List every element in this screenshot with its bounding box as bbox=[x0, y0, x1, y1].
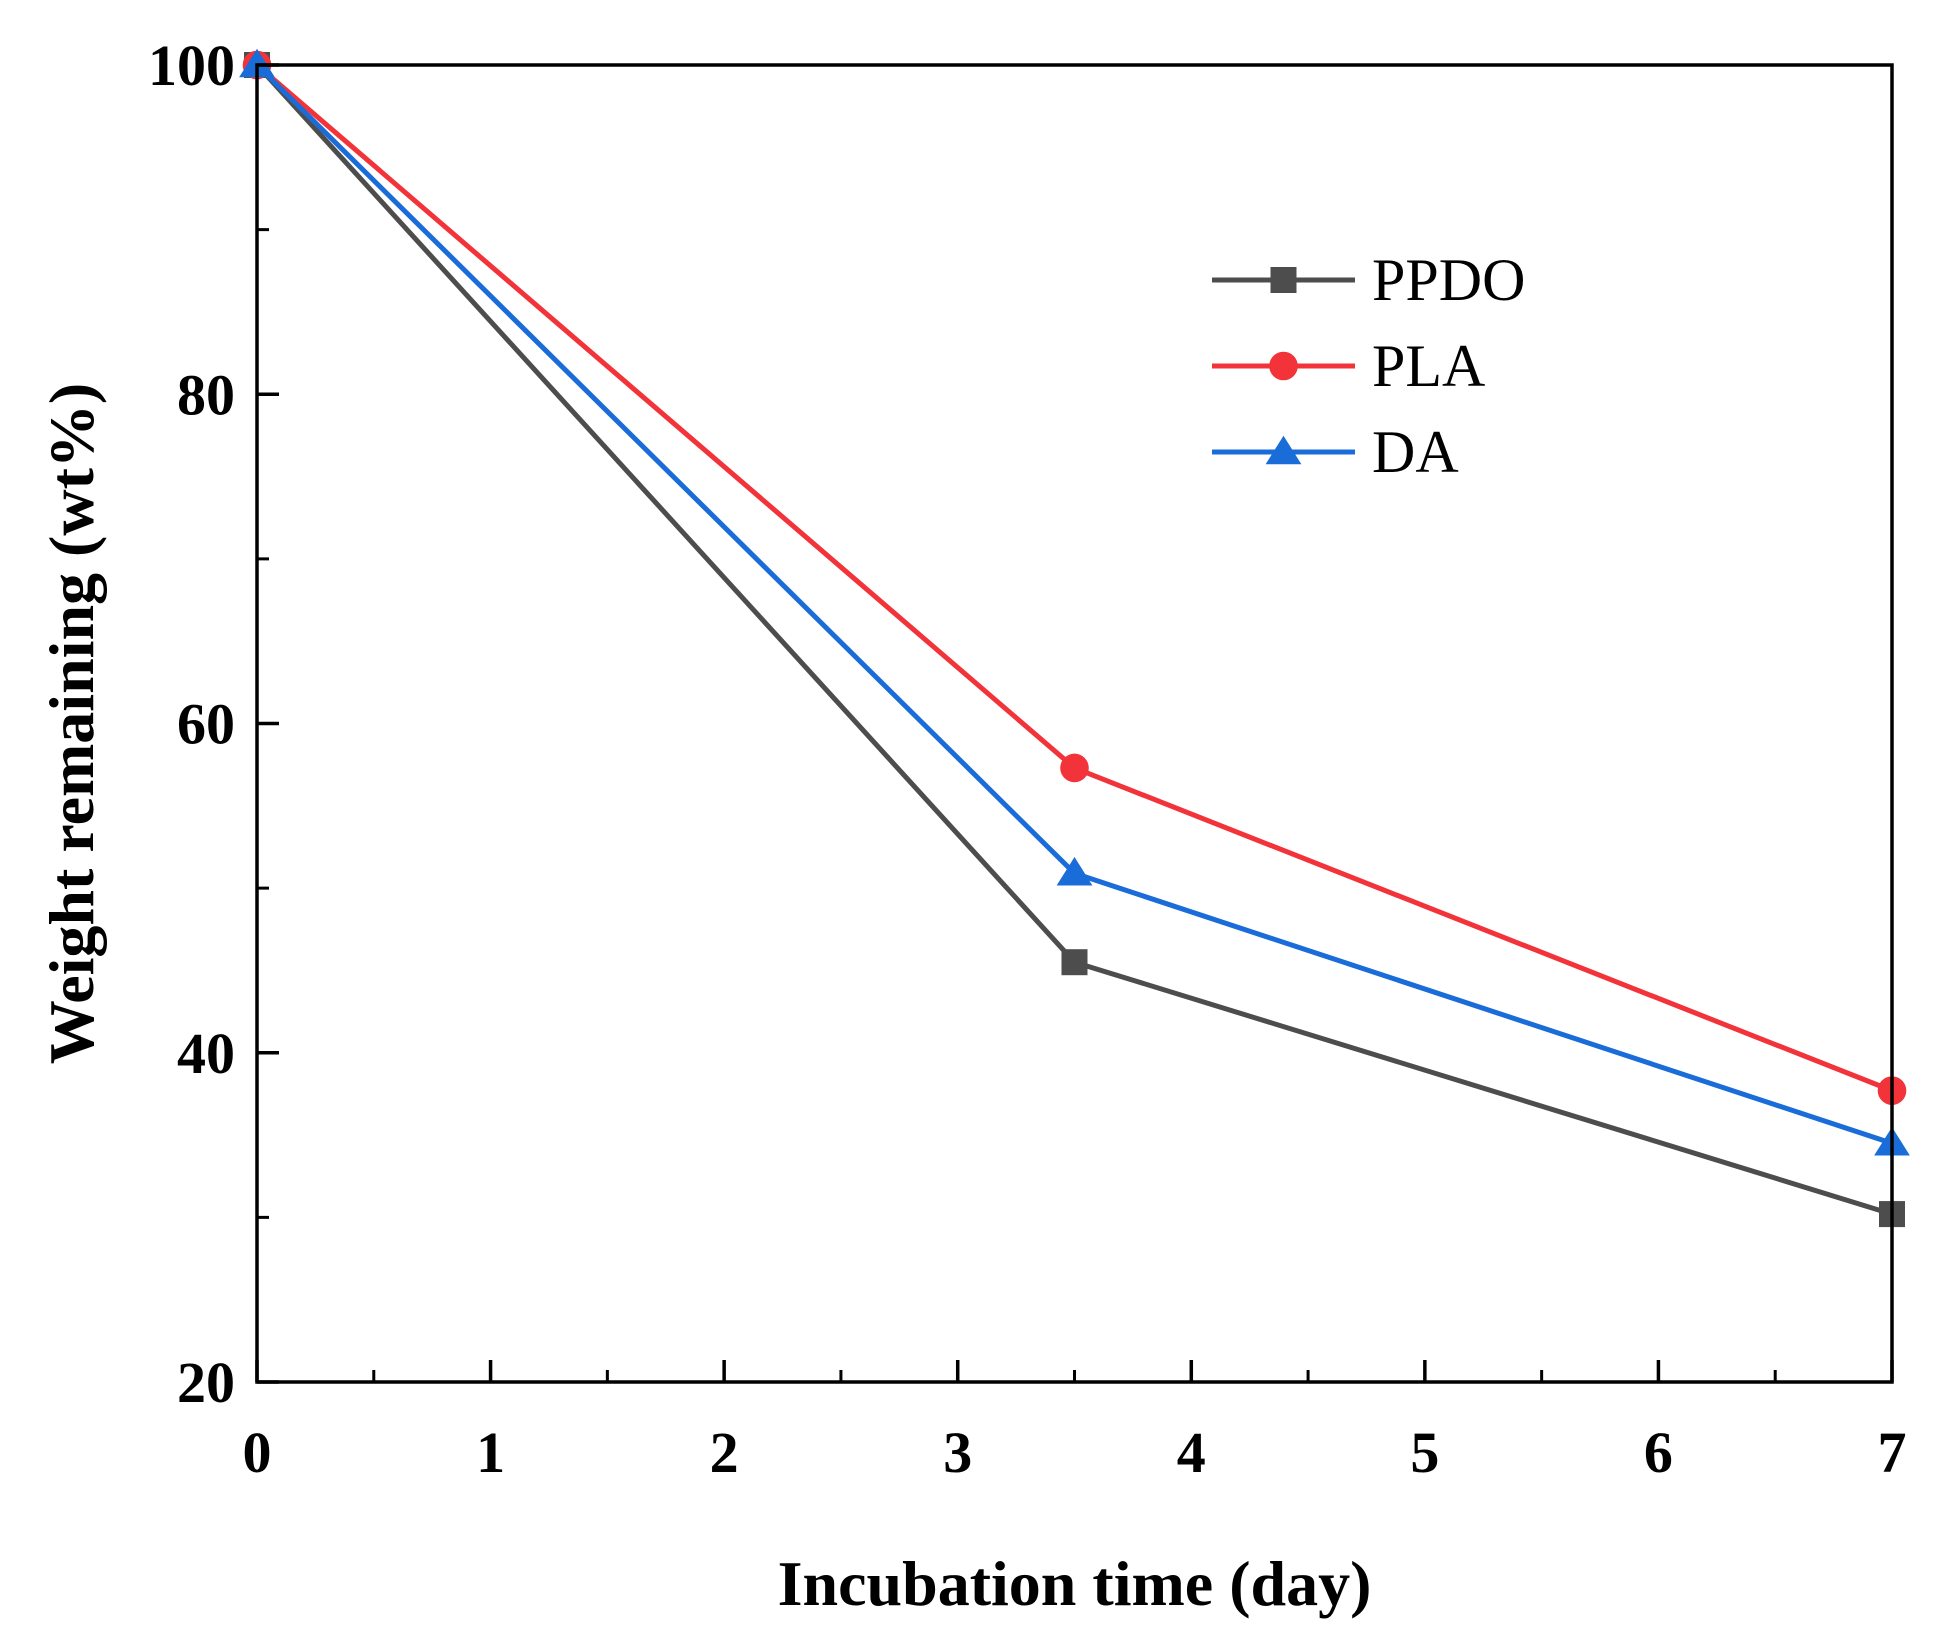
legend-ppdo-marker bbox=[1270, 267, 1297, 293]
y-tick-label: 40 bbox=[177, 1021, 235, 1086]
legend-pla-marker bbox=[1269, 351, 1298, 381]
series-ppdo-line bbox=[255, 63, 1893, 1217]
x-axis-label: Incubation time (day) bbox=[778, 1548, 1372, 1619]
x-tick-label: 7 bbox=[1878, 1420, 1907, 1485]
x-tick-label: 0 bbox=[243, 1420, 272, 1485]
series-da-point bbox=[1056, 857, 1093, 886]
legend-pla-label: PLA bbox=[1372, 333, 1485, 399]
series-pla bbox=[242, 50, 1907, 1105]
legend-item-ppdo: PPDO bbox=[1212, 247, 1525, 313]
x-tick-label: 6 bbox=[1644, 1420, 1673, 1485]
series-da-line bbox=[255, 63, 1893, 1146]
tick-layer: 0 1 2 3 4 5 6 7 20 40 60 80 100 bbox=[148, 33, 1907, 1485]
y-tick-label: 20 bbox=[177, 1350, 235, 1415]
series-da bbox=[239, 48, 1910, 1156]
y-tick-label: 60 bbox=[177, 692, 235, 757]
legend-item-pla: PLA bbox=[1212, 333, 1485, 399]
series-ppdo bbox=[244, 52, 1905, 1228]
y-axis-label: Weight remaining (wt%) bbox=[36, 383, 107, 1064]
y-tick-label: 100 bbox=[148, 33, 235, 98]
series-ppdo-point bbox=[1061, 949, 1088, 976]
x-tick-label: 3 bbox=[943, 1420, 972, 1485]
legend-da-marker bbox=[1265, 435, 1302, 465]
x-tick-label: 5 bbox=[1410, 1420, 1439, 1485]
plot-frame bbox=[255, 63, 1894, 1384]
x-tick-label: 4 bbox=[1177, 1420, 1206, 1485]
series-pla-point bbox=[1060, 753, 1089, 783]
series-da-point bbox=[239, 48, 275, 78]
x-tick-label: 2 bbox=[710, 1420, 739, 1485]
legend-ppdo-label: PPDO bbox=[1372, 247, 1525, 313]
legend-da-label: DA bbox=[1372, 419, 1459, 485]
series-layer bbox=[239, 48, 1910, 1228]
y-tick-label: 80 bbox=[177, 362, 235, 427]
legend-item-da: DA bbox=[1212, 419, 1459, 485]
series-pla-line bbox=[255, 63, 1893, 1093]
x-tick-label: 1 bbox=[476, 1420, 505, 1485]
legend: PPDO PLA DA bbox=[1212, 247, 1525, 485]
